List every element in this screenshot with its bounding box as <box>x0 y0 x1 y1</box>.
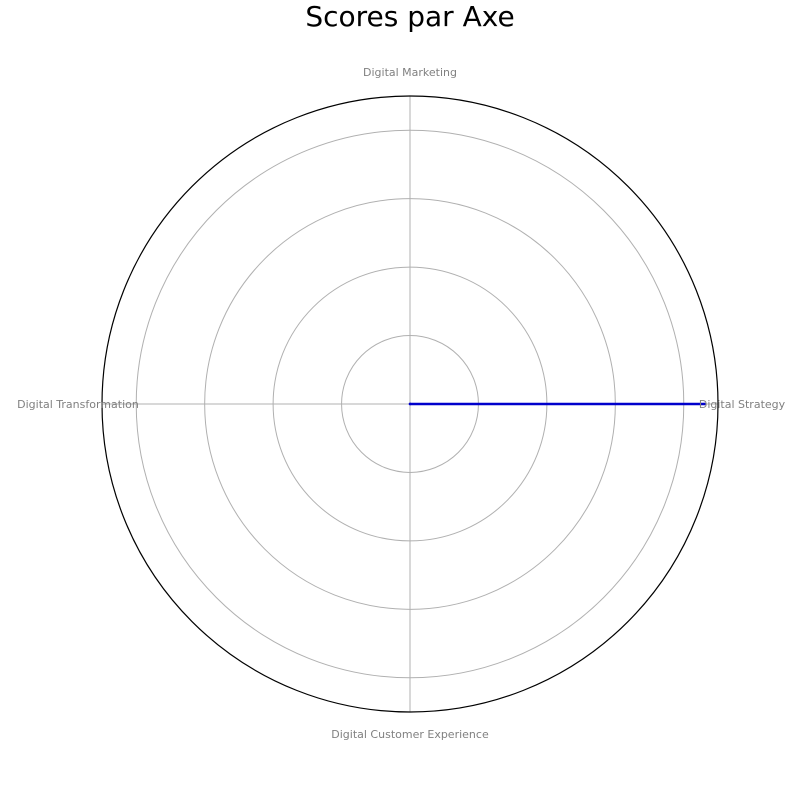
radar-series <box>408 402 706 406</box>
series-point <box>408 402 412 406</box>
radar-frame <box>101 95 719 713</box>
axis-label: Digital Marketing <box>363 66 457 79</box>
chart-title: Scores par Axe <box>305 0 514 33</box>
axis-label: Digital Strategy <box>699 398 786 411</box>
axis-label: Digital Transformation <box>17 398 139 411</box>
axis-labels: Digital Strategy Digital Marketing Digital… <box>17 66 785 741</box>
axis-label: Digital Customer Experience <box>331 728 489 741</box>
series-point <box>703 402 706 406</box>
outer-frame <box>101 95 719 713</box>
